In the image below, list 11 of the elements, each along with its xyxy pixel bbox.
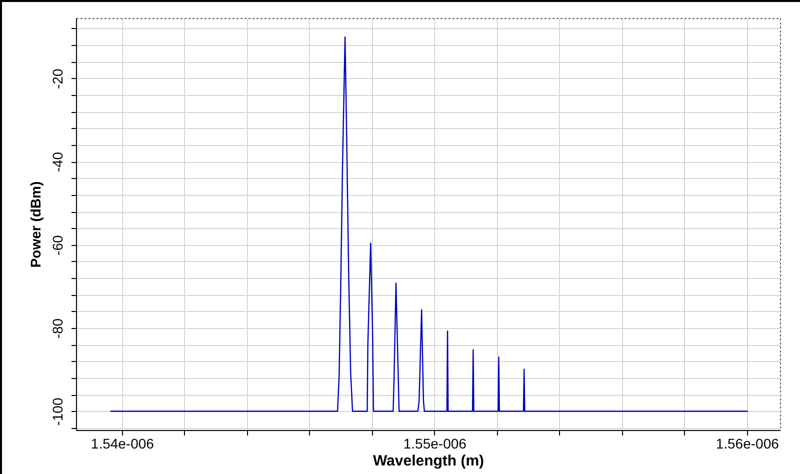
y-tick-label: -100 [50,398,66,426]
x-tick-label: 1.55e-006 [403,436,467,452]
x-tick-label: 1.56e-006 [716,436,780,452]
y-tick-label: -20 [50,68,66,89]
y-tick-label: -40 [50,152,66,172]
line-series [110,36,748,412]
y-axis-title: Power (dBm) [28,181,44,268]
x-tick-label: 1.54e-006 [90,436,154,452]
x-axis-title: Wavelength (m) [372,452,484,470]
y-tick-label: -60 [50,234,66,256]
y-tick-label: -80 [50,318,66,339]
